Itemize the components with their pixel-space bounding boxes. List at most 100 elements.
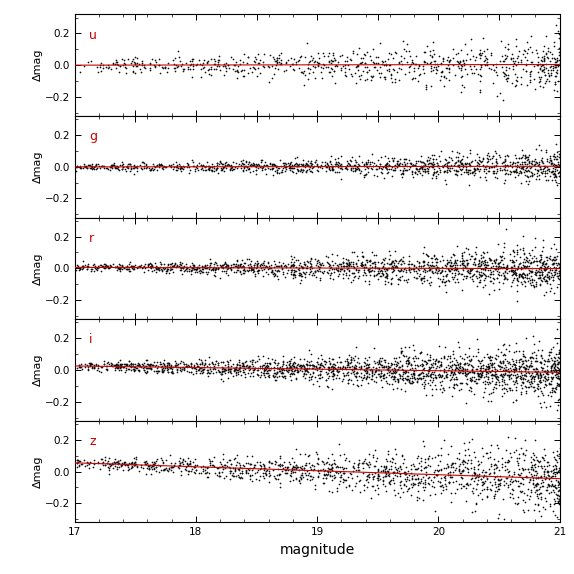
- Point: [277, 467, 286, 476]
- Point: [71, 162, 80, 172]
- Point: [499, 274, 509, 284]
- Point: [418, 266, 427, 276]
- Point: [385, 60, 394, 69]
- Point: [490, 475, 499, 484]
- Point: [408, 341, 417, 350]
- Point: [263, 369, 272, 378]
- Point: [439, 57, 448, 66]
- Point: [513, 469, 522, 478]
- Point: [476, 61, 485, 70]
- Point: [552, 451, 561, 460]
- Point: [343, 160, 352, 169]
- Point: [214, 468, 223, 478]
- Point: [445, 161, 454, 170]
- Point: [307, 158, 316, 168]
- Point: [518, 232, 528, 241]
- Point: [351, 266, 360, 275]
- Point: [549, 61, 558, 71]
- Point: [543, 278, 552, 288]
- Point: [323, 162, 332, 171]
- Point: [462, 258, 471, 267]
- Point: [512, 286, 521, 296]
- Point: [296, 261, 305, 270]
- Point: [107, 160, 117, 169]
- Point: [328, 487, 337, 497]
- Point: [519, 150, 528, 160]
- Point: [271, 266, 280, 275]
- Point: [229, 365, 238, 374]
- Point: [523, 48, 532, 57]
- Point: [303, 156, 312, 165]
- Point: [463, 168, 472, 177]
- Point: [270, 262, 279, 271]
- Point: [106, 64, 115, 73]
- Point: [507, 355, 517, 364]
- Point: [103, 164, 112, 173]
- Point: [492, 67, 501, 76]
- Point: [91, 360, 100, 369]
- Point: [313, 370, 323, 379]
- Point: [542, 59, 551, 68]
- Point: [511, 476, 520, 486]
- Point: [112, 57, 121, 67]
- Point: [369, 72, 378, 81]
- Point: [540, 161, 549, 170]
- Point: [117, 362, 126, 371]
- Point: [232, 73, 242, 83]
- Point: [338, 468, 347, 478]
- Point: [329, 165, 338, 174]
- Point: [404, 357, 413, 366]
- Point: [263, 362, 272, 371]
- Point: [517, 444, 526, 453]
- Point: [246, 364, 255, 374]
- Point: [483, 350, 492, 359]
- Point: [533, 364, 542, 373]
- Point: [378, 266, 387, 276]
- Point: [243, 164, 253, 173]
- Point: [292, 158, 301, 168]
- Point: [414, 77, 423, 86]
- Point: [521, 171, 530, 180]
- Point: [139, 60, 149, 69]
- Point: [410, 73, 420, 83]
- Point: [414, 164, 423, 173]
- Point: [171, 67, 180, 76]
- Point: [241, 157, 250, 166]
- Point: [274, 265, 283, 274]
- Point: [244, 159, 253, 168]
- Point: [545, 156, 554, 165]
- Point: [219, 61, 228, 71]
- Point: [379, 362, 389, 371]
- Point: [522, 80, 532, 90]
- Point: [395, 461, 405, 470]
- Point: [236, 156, 246, 165]
- Point: [253, 265, 262, 274]
- Point: [405, 257, 414, 266]
- Point: [195, 60, 204, 69]
- Point: [519, 449, 528, 458]
- Point: [445, 56, 455, 65]
- Point: [360, 172, 369, 181]
- Point: [429, 482, 439, 491]
- Point: [518, 479, 528, 488]
- Point: [476, 157, 486, 166]
- Point: [401, 475, 410, 484]
- Point: [383, 358, 393, 367]
- Point: [358, 157, 367, 166]
- Point: [504, 152, 513, 161]
- Point: [456, 365, 466, 374]
- Point: [219, 70, 228, 79]
- Point: [161, 163, 170, 172]
- Point: [476, 361, 486, 370]
- Point: [385, 247, 394, 256]
- Point: [349, 161, 358, 170]
- Point: [541, 78, 550, 87]
- Point: [274, 371, 284, 381]
- Point: [529, 482, 538, 491]
- Point: [365, 276, 374, 285]
- Point: [426, 362, 436, 371]
- Point: [517, 381, 526, 390]
- Point: [418, 158, 427, 167]
- Point: [398, 267, 408, 276]
- Point: [328, 165, 338, 174]
